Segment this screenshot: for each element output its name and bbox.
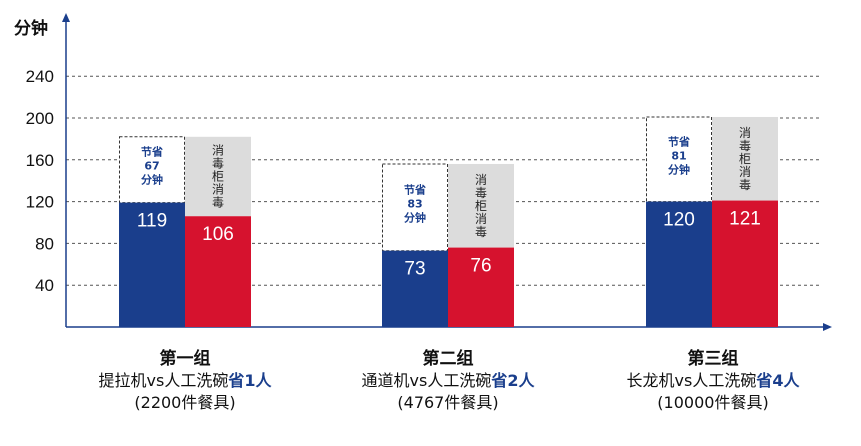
y-tick-label: 80 bbox=[35, 234, 54, 253]
disinfect-bar bbox=[185, 136, 251, 217]
group-count: (10000件餐具) bbox=[657, 393, 769, 412]
group-count: (2200件餐具) bbox=[134, 393, 236, 412]
saving-label: 分钟 bbox=[404, 210, 426, 224]
highlight-saving: 省2人 bbox=[491, 371, 535, 390]
machine-bar bbox=[646, 201, 712, 327]
group-label-3: 第三组 长龙机vs人工洗碗省4人 (10000件餐具) bbox=[583, 348, 843, 414]
group-label-2: 第二组 通道机vs人工洗碗省2人 (4767件餐具) bbox=[318, 348, 578, 414]
manual-bar bbox=[448, 247, 514, 327]
saving-label: 67 bbox=[144, 160, 159, 173]
y-axis-arrow bbox=[62, 13, 70, 22]
saving-label: 81 bbox=[671, 149, 686, 162]
saving-label: 节省 bbox=[404, 182, 426, 196]
x-axis-arrow bbox=[823, 323, 832, 331]
saving-box bbox=[646, 116, 712, 203]
machine-bar bbox=[382, 250, 448, 327]
manual-bar bbox=[185, 216, 251, 327]
disinfect-bar bbox=[712, 116, 778, 201]
saving-label: 分钟 bbox=[668, 162, 690, 176]
saving-box bbox=[382, 163, 448, 252]
y-tick-label: 40 bbox=[35, 276, 54, 295]
highlight-saving: 省4人 bbox=[756, 371, 800, 390]
manual-bar bbox=[712, 200, 778, 327]
y-tick-label: 120 bbox=[26, 193, 54, 212]
saving-label: 节省 bbox=[668, 134, 690, 148]
saving-box bbox=[119, 136, 185, 204]
disinfect-label: 柜 bbox=[212, 170, 224, 184]
disinfect-label: 消 bbox=[212, 144, 224, 158]
manual-value-label: 121 bbox=[729, 209, 761, 230]
disinfect-label: 消 bbox=[739, 126, 751, 140]
group-label-1: 第一组 提拉机vs人工洗碗省1人 (2200件餐具) bbox=[55, 348, 315, 414]
disinfect-label: 消 bbox=[739, 165, 751, 179]
disinfect-label: 柜 bbox=[475, 199, 487, 213]
manual-value-label: 106 bbox=[202, 224, 234, 245]
disinfect-label: 毒 bbox=[739, 139, 751, 153]
y-tick-label: 160 bbox=[26, 151, 54, 170]
machine-comparison: 提拉机vs人工洗碗 bbox=[98, 371, 229, 390]
saving-label: 分钟 bbox=[141, 173, 163, 187]
group-subtitle: 通道机vs人工洗碗省2人 bbox=[318, 370, 578, 392]
group-count: (4767件餐具) bbox=[397, 393, 499, 412]
group-title: 第一组 bbox=[159, 349, 211, 369]
group-title: 第三组 bbox=[687, 349, 739, 369]
disinfect-label: 消 bbox=[475, 173, 487, 187]
disinfect-label: 消 bbox=[475, 212, 487, 226]
y-axis-label: 分钟 bbox=[14, 18, 48, 39]
saving-label: 83 bbox=[407, 197, 422, 210]
disinfect-label: 毒 bbox=[212, 196, 224, 210]
machine-bar bbox=[119, 202, 185, 327]
machine-value-label: 120 bbox=[663, 210, 695, 231]
manual-value-label: 76 bbox=[470, 256, 491, 277]
disinfect-label: 消 bbox=[212, 183, 224, 197]
machine-value-label: 119 bbox=[137, 211, 167, 232]
group-subtitle: 长龙机vs人工洗碗省4人 bbox=[583, 370, 843, 392]
group-subtitle: 提拉机vs人工洗碗省1人 bbox=[55, 370, 315, 392]
disinfect-bar bbox=[448, 163, 514, 248]
machine-comparison: 长龙机vs人工洗碗 bbox=[626, 371, 757, 390]
disinfect-label: 毒 bbox=[212, 157, 224, 171]
machine-comparison: 通道机vs人工洗碗 bbox=[361, 371, 492, 390]
y-tick-label: 240 bbox=[26, 67, 54, 86]
disinfect-label: 毒 bbox=[475, 186, 487, 200]
saving-label: 节省 bbox=[141, 145, 163, 159]
y-tick-label: 200 bbox=[26, 109, 54, 128]
disinfect-label: 毒 bbox=[475, 225, 487, 239]
machine-value-label: 73 bbox=[404, 259, 425, 280]
group-title: 第二组 bbox=[422, 349, 474, 369]
disinfect-label: 柜 bbox=[739, 152, 751, 166]
highlight-saving: 省1人 bbox=[228, 371, 272, 390]
disinfect-label: 毒 bbox=[739, 178, 751, 192]
